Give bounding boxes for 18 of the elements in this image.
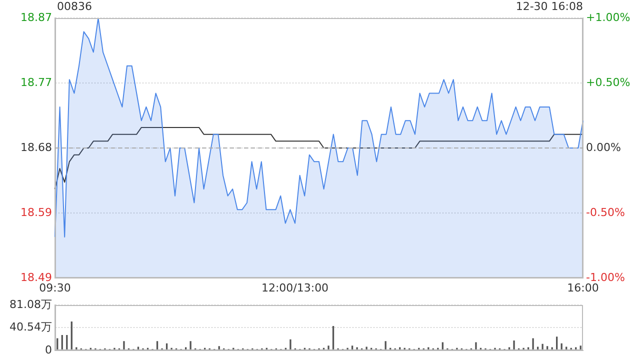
y-tick-label: 18.68 [20,140,52,154]
x-tick-label: 09:30 [39,281,71,294]
y-tick-label: 40.54万 [10,320,52,334]
y2-tick-label: +1.00% [586,10,630,24]
y-tick-label: 18.59 [20,206,52,219]
y2-tick-label: -0.50% [586,206,625,219]
x-tick-label: 16:00 [567,281,599,294]
chart-title: 00836 [57,0,92,13]
y2-tick-label: +0.50% [586,76,630,89]
y2-tick-label: 0.00% [586,140,621,154]
y-tick-label: 18.77 [20,76,52,89]
y2-tick-label: -1.00% [586,270,625,284]
y-tick-label: 18.87 [20,10,52,24]
y-tick-label: 81.08万 [10,298,52,311]
x-tick-label: 12:00/13:00 [261,281,329,294]
y-tick-label: 0 [45,343,52,356]
chart-subtitle: 12-30 16:08 [516,0,583,13]
y-tick-label: 18.49 [20,270,52,284]
